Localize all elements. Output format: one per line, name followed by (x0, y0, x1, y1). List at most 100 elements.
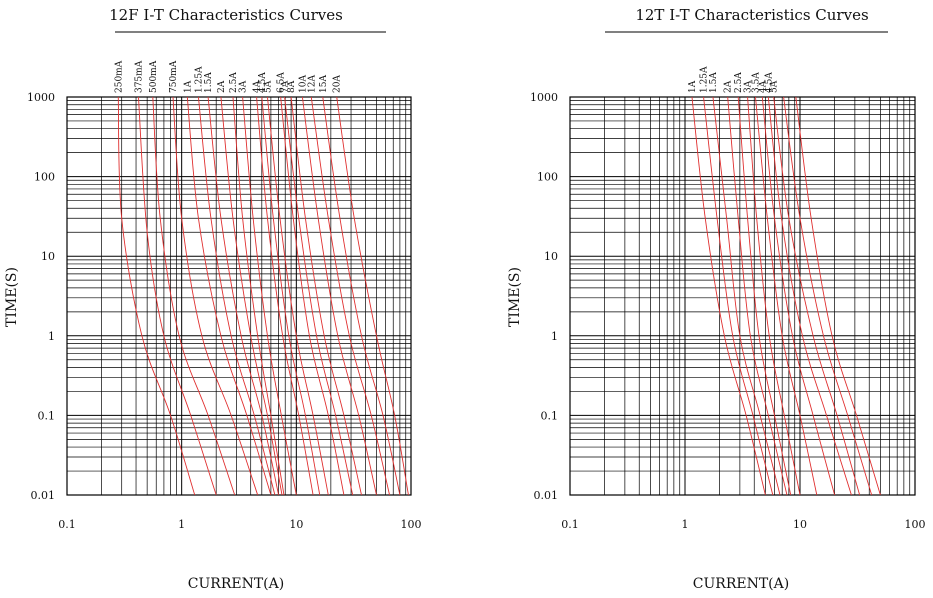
chart-12t: 12T I-T Characteristics Curves 1A 1.25A 1.… (507, 6, 926, 592)
chart-title: 12T I-T Characteristics Curves (635, 6, 868, 24)
y-tick-label: 1000 (27, 91, 55, 104)
series-curve-375mA (138, 97, 217, 495)
series-label: 20A (333, 75, 343, 93)
series-label: 1.5A (204, 72, 214, 93)
series-label: 10A (298, 75, 308, 93)
y-tick-label: 10 (41, 250, 55, 263)
y-axis-label: TIME(S) (4, 267, 20, 327)
series-label: 1A (688, 80, 698, 93)
series-curve-2A (220, 97, 283, 495)
y-tick-label: 0.01 (534, 489, 559, 502)
y-tick-label: 100 (34, 171, 55, 184)
series-label: 2A (217, 80, 227, 93)
x-tick-label: 10 (793, 518, 807, 531)
series-curve-unlabeled-10 (783, 97, 873, 495)
tick-labels: 0.1 1 10 100 0.01 0.1 1 10 100 1000 (27, 91, 422, 531)
x-tick-label: 10 (289, 518, 303, 531)
series-curve-4.5A (261, 97, 321, 495)
curve-labels: 250mA 375mA 500mA 750mA 1A 1.25A 1.5A 2A 2.5A 3A 4… (114, 60, 342, 93)
x-tick-label: 100 (905, 518, 926, 531)
series-label: 2.5A (734, 72, 744, 93)
series-curve-5A (267, 97, 329, 495)
series-curve-1A (186, 97, 272, 495)
y-tick-label: 100 (537, 171, 558, 184)
series-curve-1.5A (712, 97, 781, 495)
curves (691, 97, 881, 495)
y-tick-label: 0.1 (541, 409, 559, 422)
y-tick-label: 0.1 (38, 409, 56, 422)
series-curve-4A (761, 97, 836, 495)
series-curve-3A (747, 97, 801, 495)
series-label: 1.5A (709, 72, 719, 93)
series-curve-10A (301, 97, 377, 495)
series-label: 4.5A (764, 72, 774, 93)
series-curve-4A (256, 97, 314, 495)
series-label: 2A (724, 80, 734, 93)
series-label: 500mA (149, 60, 159, 93)
series-label: 15A (319, 75, 329, 93)
series-curve-20A (336, 97, 409, 495)
plot-frame (569, 96, 916, 496)
x-tick-label: 100 (401, 518, 422, 531)
series-curve-7A (284, 97, 354, 495)
series-curve-unlabeled-11 (795, 97, 881, 495)
series-curve-1.25A (703, 97, 774, 495)
series-curve-3.5A (755, 97, 818, 495)
chart-title: 12F I-T Characteristics Curves (109, 6, 343, 24)
series-label: 12A (307, 75, 317, 93)
y-tick-label: 1 (48, 330, 55, 343)
series-curve-1A (691, 97, 766, 495)
series-label: 375mA (134, 60, 144, 93)
y-tick-label: 1 (551, 330, 558, 343)
series-label: 4A (253, 80, 263, 93)
y-tick-label: 1000 (530, 91, 558, 104)
chart-12f: 12F I-T Characteristics Curves 250mA 375m… (4, 6, 422, 592)
series-label: 3.5A (751, 72, 761, 93)
series-curve-12A (310, 97, 390, 495)
series-label: 8A (287, 80, 297, 93)
series-label: 1.25A (700, 66, 710, 93)
series-curve-2A (727, 97, 788, 495)
x-axis-label: CURRENT(A) (188, 576, 284, 592)
y-tick-label: 0.01 (31, 489, 56, 502)
series-curve-4.5A (767, 97, 852, 495)
series-label: 6.5A (277, 72, 287, 93)
series-label: 1A (183, 80, 193, 93)
x-tick-label: 0.1 (58, 518, 76, 531)
x-axis-label: CURRENT(A) (693, 576, 789, 592)
series-curve-2.5A (232, 97, 285, 495)
series-label: 7A (281, 80, 291, 93)
tick-labels: 0.1 1 10 100 0.01 0.1 1 10 100 1000 (530, 91, 926, 531)
series-curve-750mA (172, 97, 259, 495)
series-curve-1.5A (207, 97, 280, 495)
series-label: 2.5A (229, 72, 239, 93)
plot-frame (66, 96, 412, 496)
x-tick-label: 1 (178, 518, 185, 531)
series-curve-6.5A (280, 97, 345, 495)
series-curve-250mA (117, 97, 196, 495)
y-tick-label: 10 (544, 250, 558, 263)
series-label: 3A (239, 80, 249, 93)
series-curve-3A (242, 97, 297, 495)
x-tick-label: 0.1 (561, 518, 579, 531)
series-curve-15A (322, 97, 401, 495)
series-curve-2.5A (737, 97, 792, 495)
series-curve-500mA (152, 97, 236, 495)
x-tick-label: 1 (682, 518, 689, 531)
series-curve-8A (290, 97, 362, 495)
series-label: 5A (770, 80, 780, 93)
y-axis-label: TIME(S) (507, 267, 523, 327)
series-curve-5A (773, 97, 861, 495)
curves (117, 97, 409, 495)
series-curve-1.25A (197, 97, 276, 495)
series-label: 5A (263, 80, 273, 93)
series-label: 750mA (169, 60, 179, 93)
series-label: 4.5A (258, 72, 268, 93)
series-label: 3A (744, 80, 754, 93)
plot-grid (569, 96, 916, 496)
series-label: 1.25A (194, 66, 204, 93)
series-label: 4A (758, 80, 768, 93)
series-label: 250mA (114, 60, 124, 93)
